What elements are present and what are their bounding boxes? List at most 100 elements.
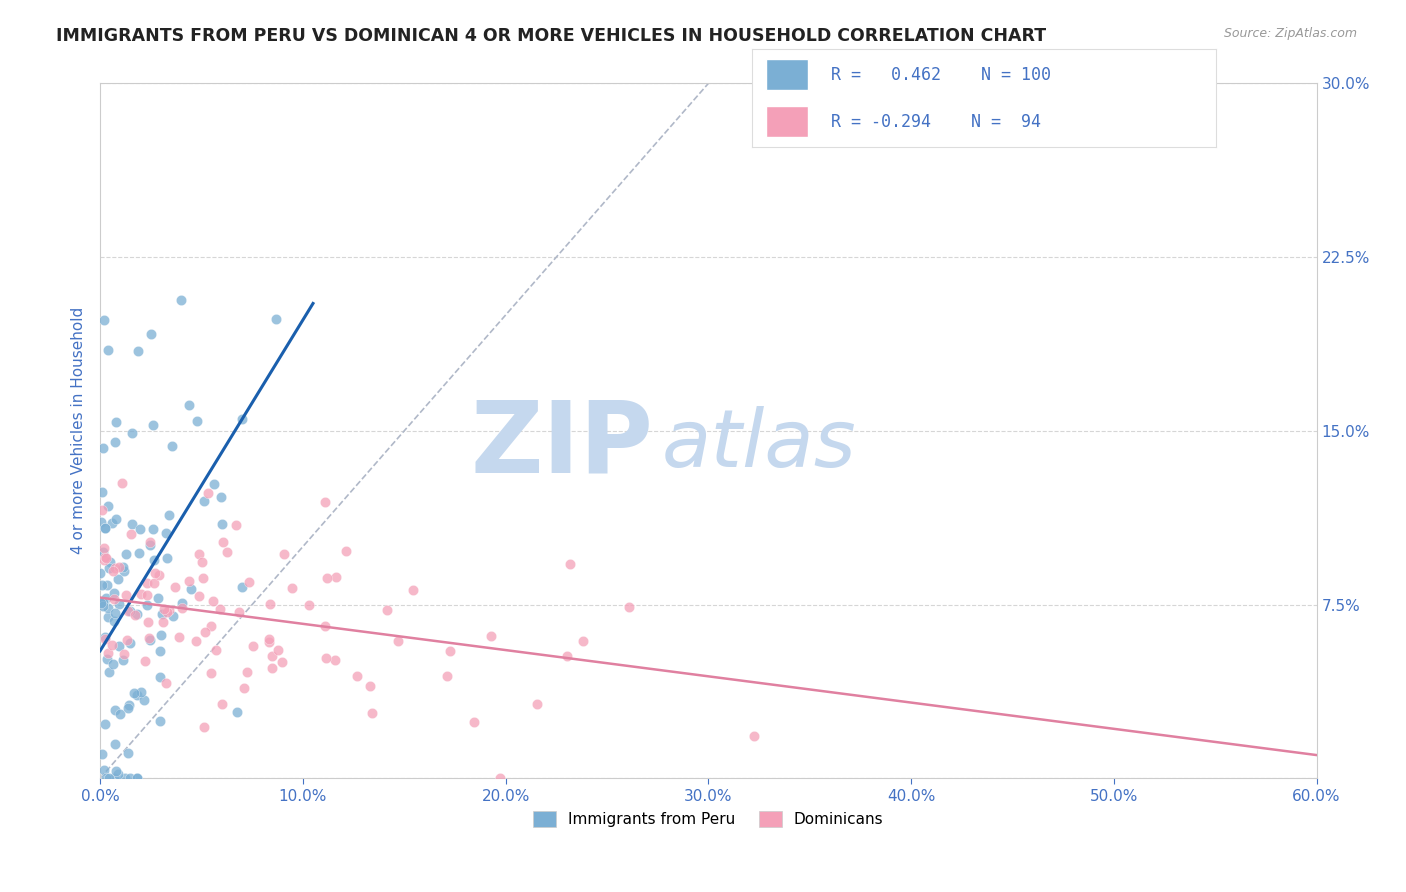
Point	[149, 714, 172, 729]
Point	[361, 706, 384, 720]
Point	[100, 638, 122, 652]
Point	[139, 538, 162, 552]
Point	[200, 619, 222, 633]
Point	[117, 747, 139, 761]
Point	[571, 634, 593, 648]
Point	[298, 598, 321, 612]
Point	[90, 596, 112, 610]
Point	[104, 606, 127, 620]
Text: ZIP: ZIP	[471, 396, 654, 493]
Point	[125, 607, 148, 621]
Point	[107, 766, 129, 780]
Point	[236, 665, 259, 679]
Point	[135, 598, 157, 612]
Point	[134, 654, 156, 668]
Point	[200, 665, 222, 680]
Point	[314, 619, 336, 633]
Point	[97, 343, 120, 357]
Point	[91, 596, 114, 610]
Legend: Immigrants from Peru, Dominicans: Immigrants from Peru, Dominicans	[527, 805, 890, 833]
Point	[163, 581, 186, 595]
Point	[115, 632, 138, 647]
Point	[94, 521, 117, 535]
Point	[127, 771, 149, 785]
Point	[96, 651, 118, 665]
Point	[94, 717, 117, 731]
Point	[152, 602, 174, 616]
Point	[375, 603, 398, 617]
Point	[105, 512, 128, 526]
Point	[211, 516, 233, 531]
Point	[259, 597, 281, 611]
Point	[271, 655, 294, 669]
Point	[104, 434, 127, 449]
Point	[208, 602, 231, 616]
Point	[162, 608, 184, 623]
Point	[202, 593, 225, 607]
Point	[170, 293, 193, 308]
Y-axis label: 4 or more Vehicles in Household: 4 or more Vehicles in Household	[72, 307, 86, 555]
Point	[121, 425, 143, 440]
Point	[193, 720, 215, 734]
Point	[97, 499, 120, 513]
Point	[190, 555, 212, 569]
Point	[177, 574, 200, 588]
FancyBboxPatch shape	[766, 106, 808, 137]
Point	[112, 653, 135, 667]
Point	[315, 650, 337, 665]
Point	[204, 643, 226, 657]
Point	[359, 679, 381, 693]
Point	[124, 608, 146, 623]
Point	[145, 566, 167, 581]
Point	[314, 495, 336, 509]
Point	[110, 475, 132, 490]
Point	[211, 534, 233, 549]
Point	[127, 689, 149, 703]
Point	[103, 586, 125, 600]
Point	[108, 706, 131, 721]
Point	[97, 600, 120, 615]
Point	[117, 701, 139, 715]
Point	[93, 763, 115, 777]
Point	[242, 639, 264, 653]
Point	[94, 521, 117, 535]
Point	[142, 418, 165, 433]
Point	[97, 609, 120, 624]
Point	[112, 564, 135, 578]
Point	[135, 576, 157, 591]
Point	[96, 578, 118, 592]
Point	[169, 630, 191, 644]
Point	[436, 669, 458, 683]
Point	[91, 747, 114, 761]
Point	[104, 560, 127, 574]
Point	[90, 515, 112, 529]
Point	[104, 703, 127, 717]
Point	[93, 550, 115, 565]
Point	[257, 635, 280, 649]
Point	[93, 313, 115, 327]
Point	[128, 522, 150, 536]
Point	[262, 649, 284, 664]
Text: R =   0.462    N = 100: R = 0.462 N = 100	[831, 66, 1052, 84]
Point	[101, 516, 124, 531]
Point	[111, 560, 134, 574]
Point	[129, 685, 152, 699]
FancyBboxPatch shape	[766, 59, 808, 90]
Point	[136, 615, 159, 629]
Point	[346, 669, 368, 683]
Point	[97, 646, 120, 660]
Text: Source: ZipAtlas.com: Source: ZipAtlas.com	[1223, 27, 1357, 40]
Point	[94, 550, 117, 565]
Point	[617, 599, 640, 614]
Point	[127, 344, 149, 359]
Point	[101, 657, 124, 672]
Point	[149, 644, 172, 658]
Point	[744, 729, 766, 743]
Point	[280, 581, 302, 595]
Point	[157, 603, 180, 617]
Point	[177, 398, 200, 412]
Point	[143, 575, 166, 590]
Point	[142, 522, 165, 536]
Text: R = -0.294    N =  94: R = -0.294 N = 94	[831, 112, 1040, 130]
Point	[325, 570, 347, 584]
